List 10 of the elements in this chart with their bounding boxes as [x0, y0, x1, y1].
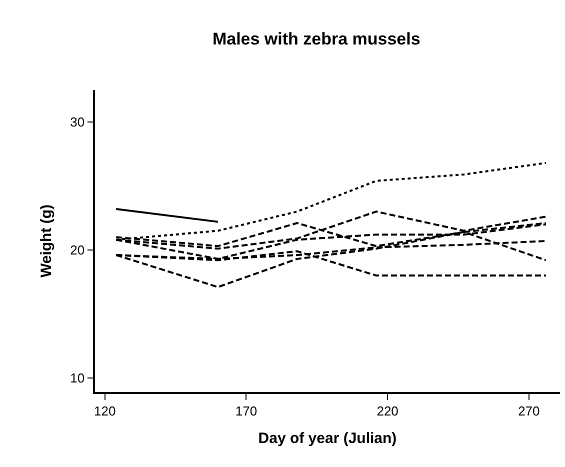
x-tick-label: 220 — [376, 403, 398, 418]
x-tick-label: 170 — [235, 403, 258, 418]
chart-title: Males with zebra mussels — [212, 30, 420, 49]
y-tick-label: 20 — [70, 242, 85, 258]
y-tick-label: 10 — [70, 370, 85, 386]
x-tick-label: 120 — [94, 403, 116, 418]
y-axis-title: Weight (g) — [38, 204, 55, 278]
x-axis-title: Day of year (Julian) — [258, 430, 397, 447]
y-tick-label: 30 — [70, 114, 85, 130]
x-tick-label: 270 — [518, 403, 540, 418]
